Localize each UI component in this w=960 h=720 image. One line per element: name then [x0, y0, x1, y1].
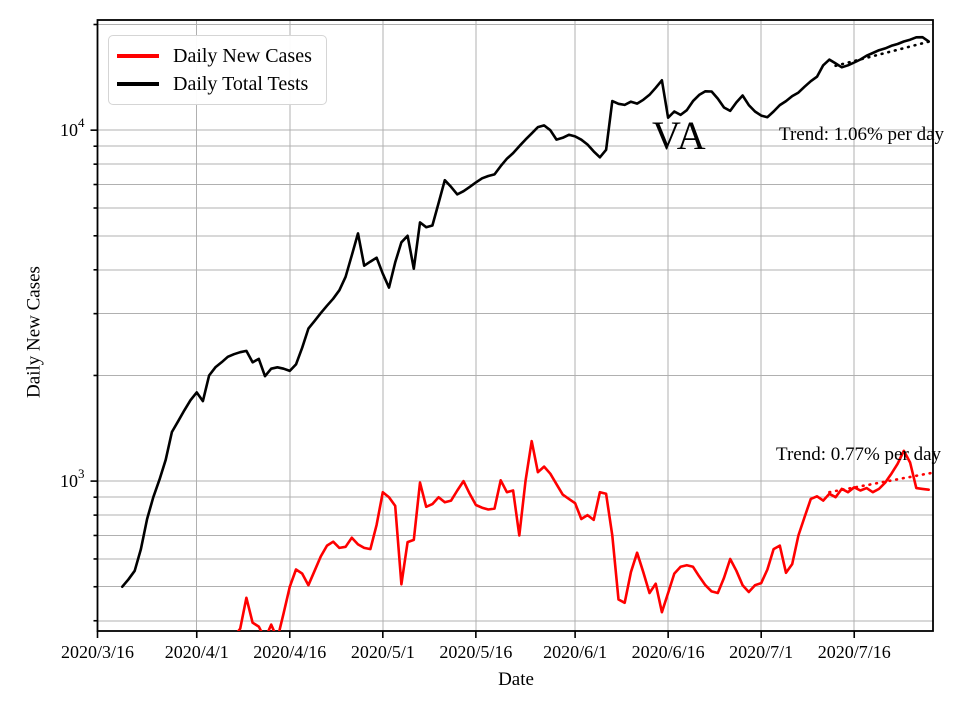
red-line-sample-icon [117, 54, 159, 58]
svg-text:2020/6/16: 2020/6/16 [632, 642, 705, 662]
svg-text:2020/5/16: 2020/5/16 [439, 642, 512, 662]
svg-text:103: 103 [60, 466, 85, 491]
x-axis-label: Date [498, 669, 534, 690]
cases-trend-label: Trend: 0.77% per day [776, 444, 941, 465]
svg-text:2020/5/1: 2020/5/1 [351, 642, 415, 662]
svg-text:2020/4/1: 2020/4/1 [165, 642, 229, 662]
svg-text:2020/3/16: 2020/3/16 [61, 642, 134, 662]
legend-item-daily-new-cases: Daily New Cases [117, 46, 318, 66]
svg-text:104: 104 [60, 115, 85, 140]
y-axis-label: Daily New Cases [23, 266, 45, 398]
black-line-sample-icon [117, 82, 159, 86]
legend-label-daily-total-tests: Daily Total Tests [173, 73, 309, 95]
state-label: VA [652, 113, 707, 158]
legend-item-daily-total-tests: Daily Total Tests [117, 74, 318, 94]
svg-text:2020/7/16: 2020/7/16 [818, 642, 891, 662]
svg-text:2020/7/1: 2020/7/1 [729, 642, 793, 662]
svg-text:2020/4/16: 2020/4/16 [253, 642, 326, 662]
tests-trend-label: Trend: 1.06% per day [779, 124, 944, 145]
legend-label-daily-new-cases: Daily New Cases [173, 45, 312, 67]
svg-text:2020/6/1: 2020/6/1 [543, 642, 607, 662]
legend: Daily New Cases Daily Total Tests [108, 35, 327, 105]
